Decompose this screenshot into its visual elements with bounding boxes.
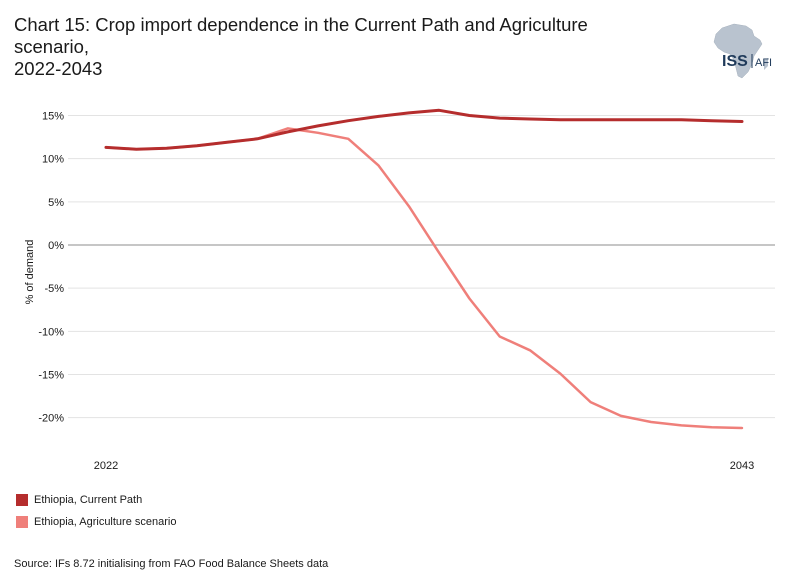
legend-label-current-path: Ethiopia, Current Path	[34, 494, 143, 506]
x-tick-label: 2043	[730, 460, 754, 472]
series-line-current-path	[104, 108, 744, 151]
chart-title-line-1: Chart 15: Crop import dependence in the …	[14, 14, 588, 57]
y-axis-ticks: 15% 10% 5% 0% -5% -10% -15% -20%	[38, 111, 64, 425]
y-tick-label: -20%	[38, 413, 64, 425]
legend: Ethiopia, Current Path Ethiopia, Agricul…	[16, 490, 176, 534]
chart-title: Chart 15: Crop import dependence in the …	[14, 14, 664, 80]
y-axis-title: % of demand	[24, 240, 36, 305]
y-tick-label: 15%	[42, 111, 64, 123]
africa-map-icon: ISS AFI	[713, 23, 772, 79]
grid-lines	[68, 115, 775, 419]
chart-title-line-2: 2022-2043	[14, 58, 103, 79]
y-tick-label: -15%	[38, 370, 64, 382]
series-lines	[104, 108, 744, 430]
source-note: Source: IFs 8.72 initialising from FAO F…	[14, 558, 329, 570]
y-tick-label: -10%	[38, 326, 64, 338]
series-line-agriculture-scenario	[104, 127, 744, 430]
logo-text-afi: AFI	[755, 57, 772, 69]
x-axis-ticks: 2022 2043	[94, 460, 754, 472]
legend-item-current-path: Ethiopia, Current Path	[16, 490, 176, 510]
logo-text-iss: ISS	[722, 53, 748, 70]
y-tick-label: 5%	[48, 197, 64, 209]
y-tick-label: 10%	[42, 154, 64, 166]
y-tick-label: -5%	[44, 283, 64, 295]
legend-label-agriculture-scenario: Ethiopia, Agriculture scenario	[34, 516, 177, 528]
legend-swatch-current-path	[16, 494, 28, 506]
y-tick-label: 0%	[48, 240, 64, 252]
x-tick-label: 2022	[94, 460, 118, 472]
legend-swatch-agriculture-scenario	[16, 516, 28, 528]
iss-afi-logo: ISS AFI	[708, 20, 774, 82]
legend-item-agriculture-scenario: Ethiopia, Agriculture scenario	[16, 512, 176, 532]
